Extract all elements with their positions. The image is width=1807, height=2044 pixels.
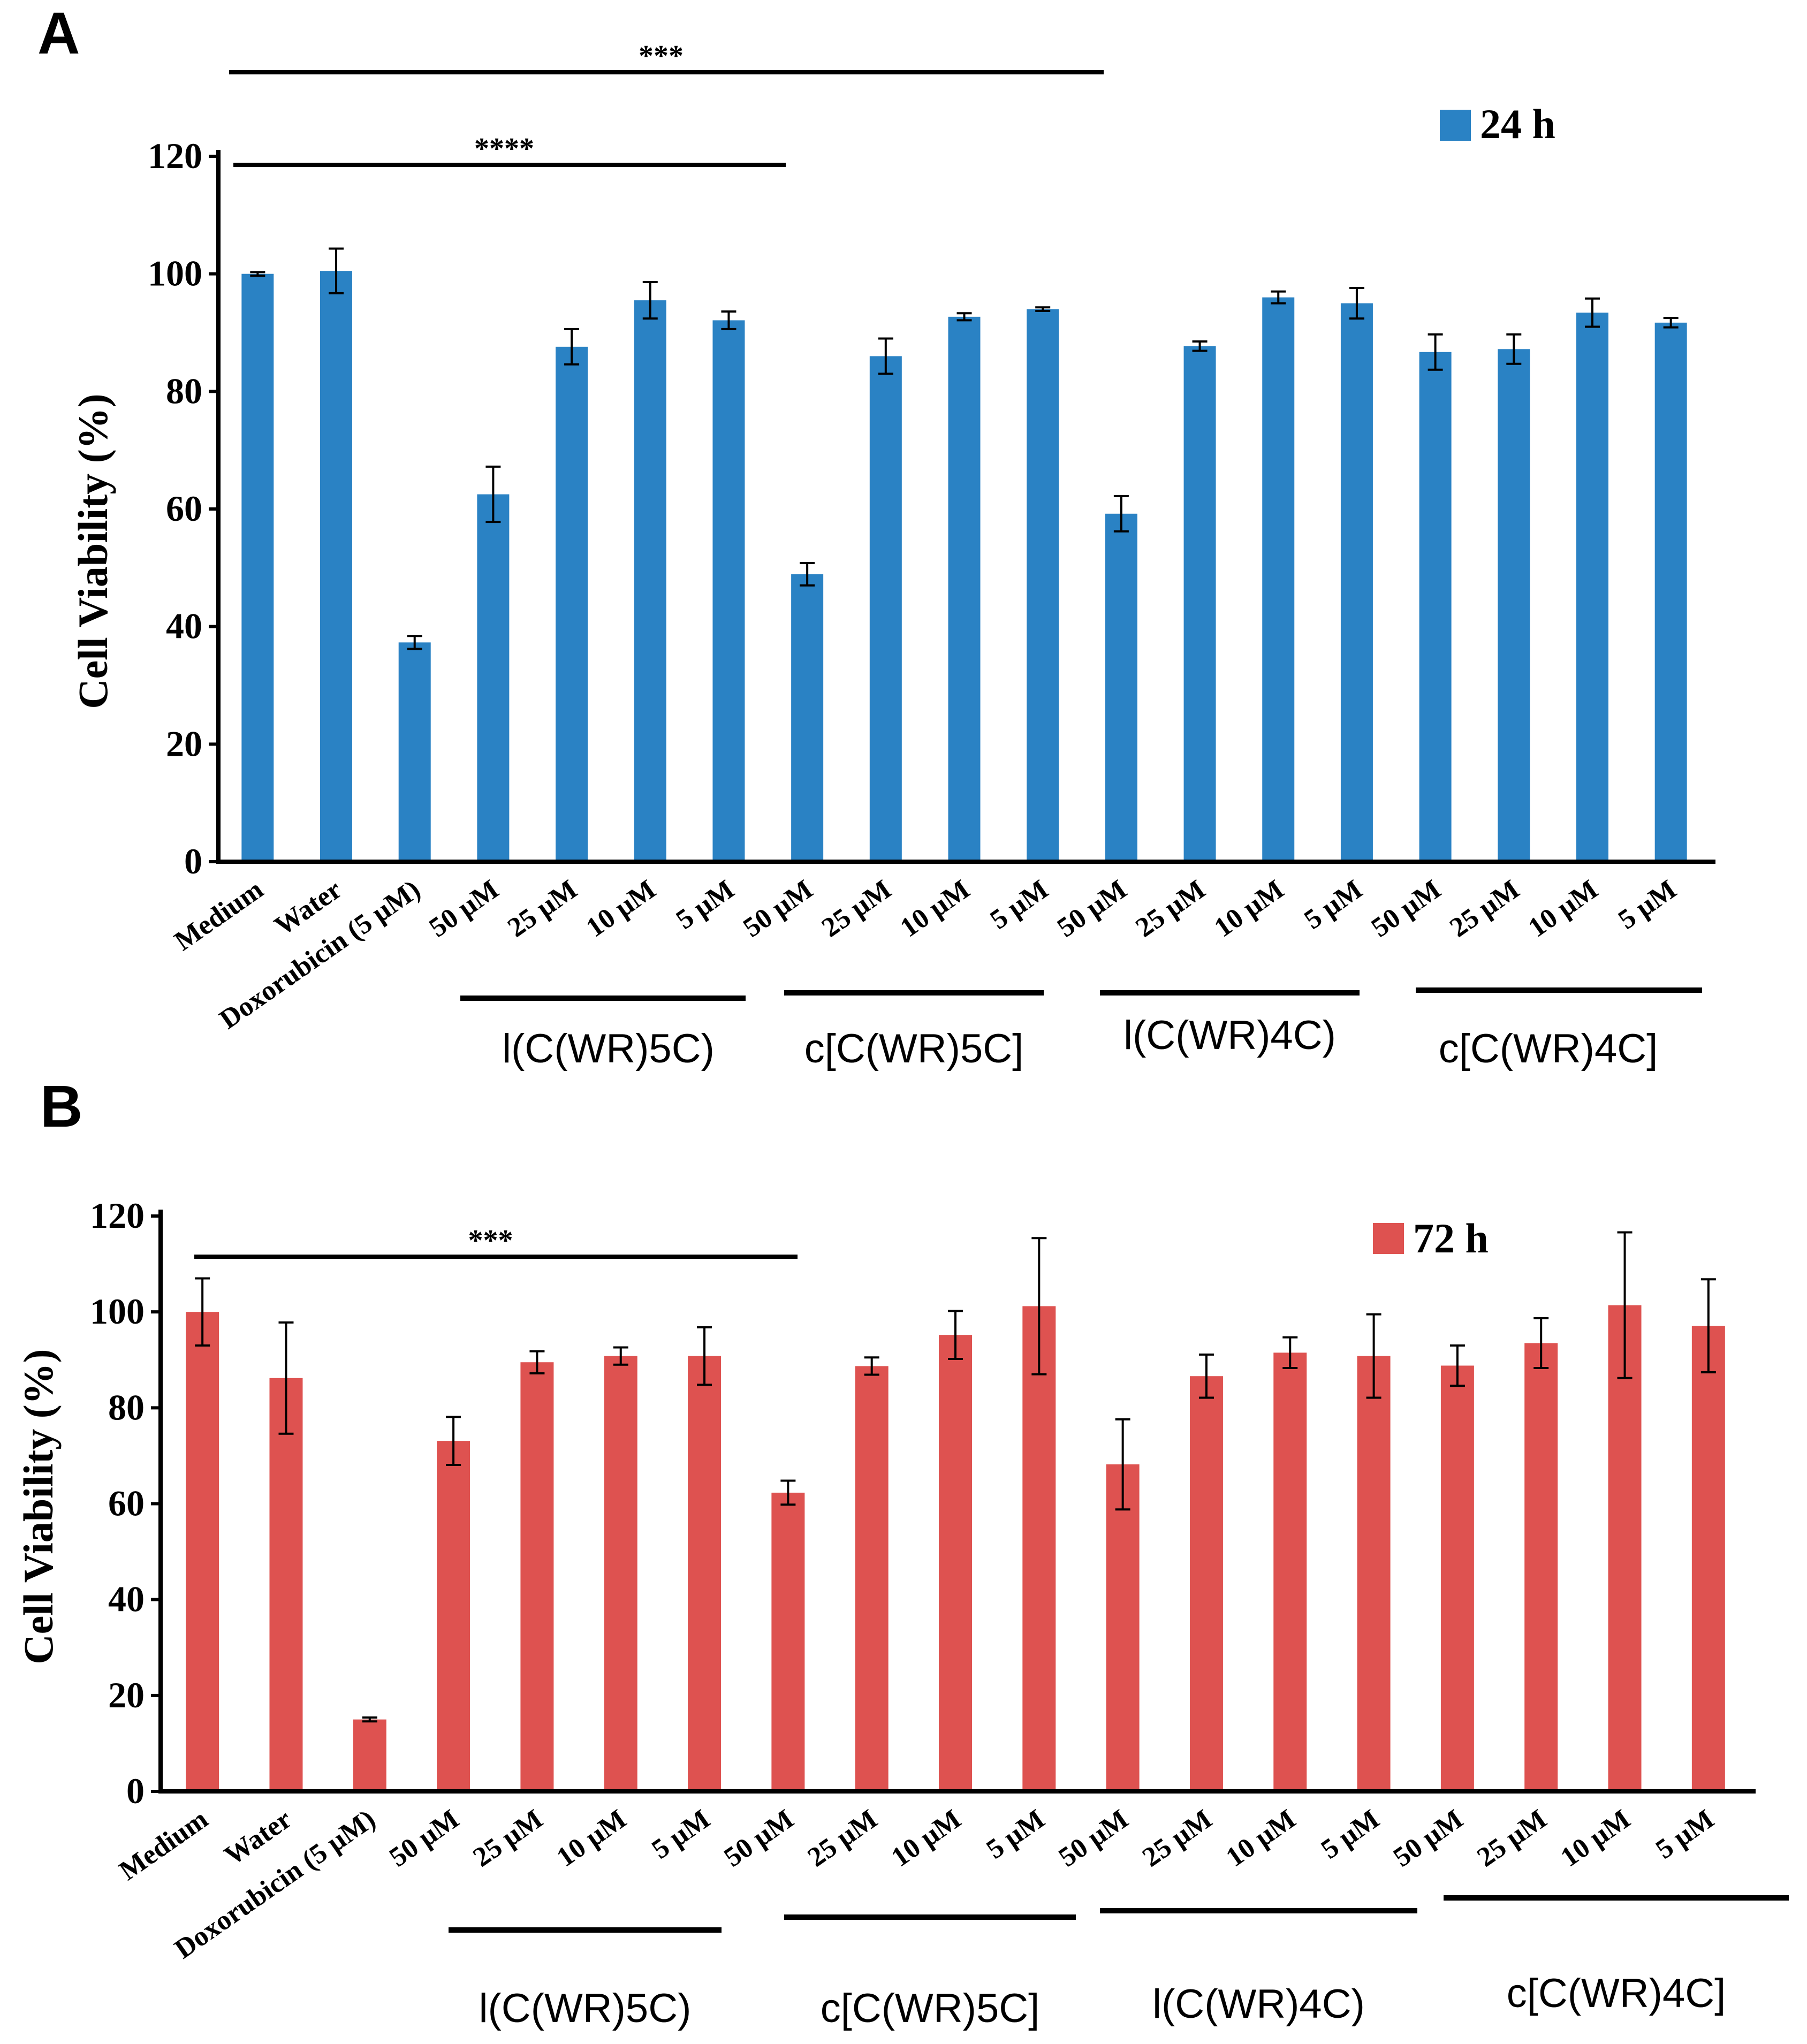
bar: [1183, 346, 1216, 862]
y-tick-label: 40: [108, 1579, 145, 1620]
y-tick-label: 120: [90, 1195, 145, 1236]
significance-label: ***: [468, 1224, 513, 1257]
y-tick-label: 40: [166, 606, 202, 647]
bar: [1106, 1464, 1140, 1791]
bar: [269, 1378, 303, 1791]
bar: [1691, 1326, 1725, 1791]
y-tick-label: 60: [108, 1483, 145, 1524]
group-label: l(C(WR)4C): [1123, 1013, 1336, 1058]
panel-b-letter: B: [40, 1074, 82, 1139]
y-tick-label: 0: [184, 841, 202, 882]
group-label: c[C(WR)5C]: [804, 1026, 1024, 1072]
bar: [556, 346, 588, 862]
group-label: c[C(WR)4C]: [1507, 1971, 1726, 2016]
panel-b-legend-label: 72 h: [1413, 1215, 1489, 1262]
bar: [791, 574, 824, 862]
significance-label: ****: [474, 132, 534, 165]
bar: [1576, 313, 1608, 862]
bar: [948, 316, 981, 862]
panel-a-legend-swatch: [1440, 110, 1471, 141]
group-label: l(C(WR)5C): [502, 1026, 715, 1072]
bar: [1654, 322, 1687, 862]
panel-a-letter: A: [37, 1, 80, 66]
y-tick-label: 120: [148, 135, 202, 176]
bar: [634, 300, 666, 862]
bar: [604, 1356, 637, 1791]
group-label: c[C(WR)5C]: [821, 1986, 1040, 2031]
bar: [1340, 303, 1373, 862]
significance-label: ***: [639, 40, 684, 73]
bar: [712, 320, 745, 862]
panel-a-legend-label: 24 h: [1480, 101, 1555, 147]
y-tick-label: 100: [90, 1291, 145, 1332]
bar: [1357, 1356, 1391, 1791]
bar: [1440, 1365, 1474, 1791]
bar: [1273, 1352, 1307, 1791]
bar: [1524, 1343, 1558, 1791]
panel-b-legend-swatch: [1373, 1223, 1404, 1254]
bar: [320, 271, 353, 862]
group-label: l(C(WR)5C): [479, 1986, 692, 2031]
y-tick-label: 80: [108, 1387, 145, 1427]
y-tick-label: 100: [148, 253, 202, 294]
bar: [939, 1335, 972, 1791]
bar: [186, 1312, 219, 1791]
panel-a-y-axis-label: Cell Viability (%): [70, 393, 116, 709]
bar: [855, 1366, 889, 1791]
bar: [1419, 352, 1452, 862]
bar: [1262, 297, 1295, 862]
y-tick-label: 80: [166, 370, 202, 411]
bar: [1027, 309, 1059, 862]
bar: [688, 1356, 722, 1791]
bar: [437, 1441, 470, 1791]
bar: [398, 642, 431, 862]
bar: [1105, 513, 1137, 862]
bar: [869, 356, 902, 862]
bar: [1608, 1305, 1642, 1791]
y-tick-label: 60: [166, 488, 202, 529]
bar: [771, 1492, 805, 1791]
panel-a-legend: 24 h: [1440, 101, 1555, 147]
group-label: l(C(WR)4C): [1152, 1981, 1365, 2027]
bar: [1022, 1306, 1056, 1791]
y-tick-label: 0: [126, 1771, 145, 1811]
panel-b-y-axis-label: Cell Viability (%): [15, 1349, 62, 1664]
bar: [1498, 349, 1530, 862]
group-label: c[C(WR)4C]: [1439, 1026, 1658, 1072]
bar: [1189, 1376, 1223, 1791]
bar: [520, 1362, 554, 1791]
bar: [353, 1719, 386, 1791]
bar: [241, 273, 274, 862]
y-tick-label: 20: [108, 1675, 145, 1715]
y-tick-label: 20: [166, 723, 202, 764]
panel-b-legend: 72 h: [1373, 1215, 1489, 1262]
bar: [477, 494, 510, 862]
